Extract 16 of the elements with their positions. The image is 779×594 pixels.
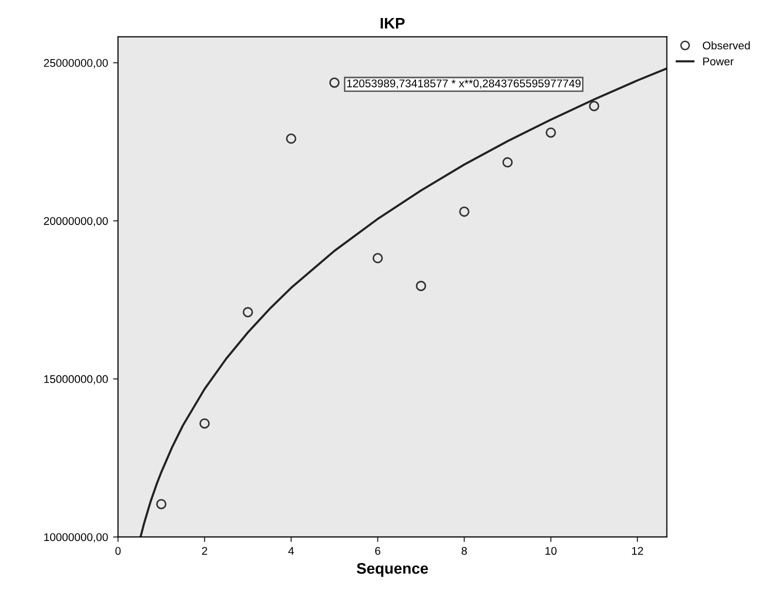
- x-tick-label: 2: [202, 546, 208, 555]
- x-tick-label: 6: [375, 546, 380, 555]
- x-tick-label: 10: [546, 546, 557, 555]
- chart-title: IKP: [380, 18, 405, 28]
- y-tick-label: 20000000,00: [44, 217, 108, 226]
- x-tick-label: 12: [632, 546, 644, 555]
- y-tick-label: 10000000,00: [44, 533, 108, 542]
- x-tick-label: 4: [288, 547, 294, 555]
- legend-label: Power: [703, 58, 734, 66]
- y-tick-label: 15000000,00: [44, 375, 108, 384]
- annotation: 12053989,73418577 * x**0,2843765595977749: [347, 79, 581, 89]
- x-axis-title: Sequence: [356, 563, 428, 577]
- x-tick-label: 8: [462, 546, 467, 555]
- x-tick-label: 0: [115, 546, 121, 555]
- y-tick-label: 25000000,00: [44, 59, 108, 68]
- legend-label: Observed: [702, 41, 750, 50]
